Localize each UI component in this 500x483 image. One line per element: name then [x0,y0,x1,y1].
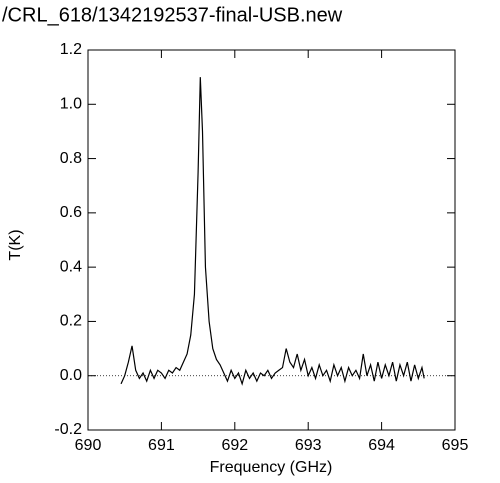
y-tick-label: 0.4 [60,258,82,275]
y-tick-label: -0.2 [54,421,82,438]
y-tick-label: 1.0 [60,96,82,113]
y-axis-label: T(K) [7,229,24,260]
x-axis-label: Frequency (GHz) [210,459,333,476]
x-tick-label: 690 [75,437,102,454]
y-tick-label: 0.2 [60,313,82,330]
x-tick-label: 692 [221,437,248,454]
x-tick-label: 694 [368,437,395,454]
y-tick-label: 0.6 [60,204,82,221]
chart-title: /CRL_618/1342192537-final-USB.new [2,4,343,26]
x-tick-label: 693 [295,437,322,454]
plot-frame [87,49,456,431]
y-tick-label: 0.8 [60,150,82,167]
x-tick-label: 691 [148,437,175,454]
x-tick-label: 695 [442,437,469,454]
y-tick-label: 0.0 [60,367,82,384]
spectrum-line [120,77,425,386]
y-tick-label: 1.2 [60,41,82,58]
